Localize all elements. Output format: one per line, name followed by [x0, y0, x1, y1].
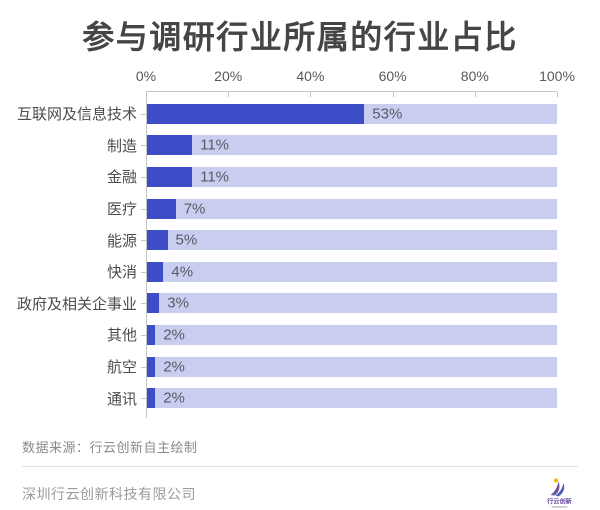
- chart-row: 医疗 7%: [107, 193, 557, 225]
- bar-track: 5%: [147, 230, 557, 251]
- category-label: 互联网及信息技术: [16, 106, 137, 124]
- bar-track: 2%: [147, 356, 557, 377]
- value-label: 5%: [175, 231, 198, 249]
- chart-row: 金融 11%: [107, 161, 557, 193]
- bar-track: 4%: [147, 261, 557, 282]
- chart-row: 通讯 2%: [107, 382, 557, 414]
- x-tick-label: 20%: [214, 68, 243, 84]
- category-label: 航空: [106, 359, 137, 377]
- bar-fill: [147, 388, 156, 409]
- value-label: 4%: [171, 263, 194, 281]
- bar-fill: [147, 103, 365, 124]
- chart-row: 制造 11%: [107, 130, 557, 162]
- company-name: 深圳行云创新科技有限公司: [22, 485, 196, 502]
- bar-track: 7%: [147, 198, 557, 219]
- x-tick-label: 0%: [135, 68, 157, 84]
- bar-fill: [147, 356, 156, 377]
- value-label: 2%: [163, 326, 185, 344]
- y-tick-mark: [141, 208, 146, 210]
- bar-fill: [147, 261, 164, 282]
- y-tick-mark: [141, 366, 146, 368]
- value-label: 11%: [200, 168, 230, 186]
- bar-track: 11%: [147, 135, 557, 156]
- category-label: 医疗: [106, 201, 137, 219]
- chart-rows: 互联网及信息技术 53% 制造 11% 金融 11% 医疗 7% 能源 5% 快消 4% 政府及相关企事…: [17, 92, 557, 418]
- bar-track: 2%: [147, 388, 557, 409]
- company-logo-icon: 行云创新: [546, 478, 573, 508]
- bar-fill: [147, 166, 193, 187]
- bar-fill: [147, 135, 193, 156]
- chart-row: 互联网及信息技术 53%: [17, 98, 557, 130]
- chart-row: 能源 5%: [107, 224, 557, 256]
- bar-track: 11%: [147, 166, 557, 187]
- x-tick-mark: [310, 92, 312, 97]
- y-tick-mark: [141, 334, 146, 336]
- bar-track: 2%: [147, 324, 557, 345]
- bar-track: 53%: [147, 103, 557, 124]
- chart-row: 快消 4%: [107, 256, 557, 288]
- value-label: 2%: [163, 389, 185, 407]
- y-tick-mark: [141, 240, 146, 242]
- x-tick-mark: [474, 92, 476, 97]
- footer-divider: [22, 465, 578, 467]
- x-tick-label: 60%: [378, 68, 407, 84]
- category-label: 能源: [106, 232, 137, 250]
- page: 参与调研行业所属的行业占比 0% 20% 40% 60% 80% 100% 互联网及信息技…: [0, 12, 600, 510]
- value-label: 11%: [200, 136, 230, 154]
- category-label: 快消: [106, 264, 137, 282]
- chart-row: 政府及相关企事业 3%: [17, 288, 557, 320]
- value-label: 7%: [183, 200, 206, 218]
- chart-row: 航空 2%: [107, 351, 557, 383]
- x-tick-mark: [392, 92, 394, 97]
- bar-fill: [147, 230, 168, 251]
- x-tick-label: 80%: [460, 68, 489, 84]
- value-label: 3%: [167, 294, 189, 312]
- y-tick-mark: [141, 303, 146, 305]
- svg-text:行云创新: 行云创新: [546, 497, 573, 505]
- x-tick-mark: [557, 92, 558, 97]
- bar-track: 3%: [147, 293, 557, 314]
- y-tick-mark: [141, 398, 146, 400]
- x-tick-mark: [228, 92, 230, 97]
- x-tick-mark: [146, 92, 147, 97]
- x-tick-label: 100%: [539, 68, 575, 84]
- category-label: 通讯: [106, 390, 137, 408]
- bar-chart: 0% 20% 40% 60% 80% 100% 互联网及信息技术 53% 制造 11% 金融 11%…: [0, 58, 600, 418]
- chart-title: 参与调研行业所属的行业占比: [82, 19, 518, 55]
- category-label: 政府及相关企事业: [16, 295, 137, 313]
- category-label: 制造: [106, 137, 137, 155]
- y-tick-mark: [141, 271, 146, 273]
- bar-fill: [147, 198, 176, 219]
- data-source-note: 数据来源：行云创新自主绘制: [22, 439, 198, 455]
- y-tick-mark: [141, 113, 146, 115]
- value-label: 53%: [372, 105, 403, 123]
- y-tick-mark: [141, 176, 146, 178]
- bar-fill: [147, 324, 156, 345]
- category-label: 金融: [106, 169, 137, 187]
- chart-row: 其他 2%: [107, 319, 557, 351]
- bar-fill: [147, 293, 160, 314]
- x-tick-label: 40%: [296, 68, 325, 84]
- footer: 深圳行云创新科技有限公司 行云创新: [22, 467, 578, 510]
- x-axis: 0% 20% 40% 60% 80% 100%: [136, 58, 575, 97]
- y-tick-mark: [141, 145, 146, 147]
- category-label: 其他: [106, 327, 137, 345]
- value-label: 2%: [163, 358, 185, 376]
